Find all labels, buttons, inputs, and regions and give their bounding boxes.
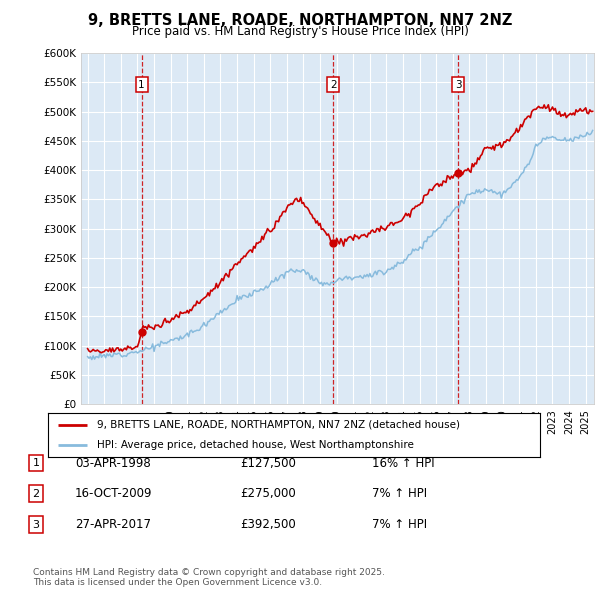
Text: 3: 3 — [455, 80, 461, 90]
Text: £275,000: £275,000 — [240, 487, 296, 500]
Text: 7% ↑ HPI: 7% ↑ HPI — [372, 518, 427, 531]
Text: 3: 3 — [32, 520, 40, 529]
Text: 9, BRETTS LANE, ROADE, NORTHAMPTON, NN7 2NZ: 9, BRETTS LANE, ROADE, NORTHAMPTON, NN7 … — [88, 13, 512, 28]
Text: £127,500: £127,500 — [240, 457, 296, 470]
Text: 1: 1 — [138, 80, 145, 90]
Text: 1: 1 — [32, 458, 40, 468]
Text: HPI: Average price, detached house, West Northamptonshire: HPI: Average price, detached house, West… — [97, 440, 414, 450]
Text: Contains HM Land Registry data © Crown copyright and database right 2025.
This d: Contains HM Land Registry data © Crown c… — [33, 568, 385, 587]
Text: £392,500: £392,500 — [240, 518, 296, 531]
Text: 16% ↑ HPI: 16% ↑ HPI — [372, 457, 434, 470]
Text: 2: 2 — [32, 489, 40, 499]
Text: 7% ↑ HPI: 7% ↑ HPI — [372, 487, 427, 500]
Text: 9, BRETTS LANE, ROADE, NORTHAMPTON, NN7 2NZ (detached house): 9, BRETTS LANE, ROADE, NORTHAMPTON, NN7 … — [97, 420, 460, 430]
Text: 16-OCT-2009: 16-OCT-2009 — [75, 487, 152, 500]
Text: 2: 2 — [330, 80, 337, 90]
Text: 03-APR-1998: 03-APR-1998 — [75, 457, 151, 470]
Text: 27-APR-2017: 27-APR-2017 — [75, 518, 151, 531]
Text: Price paid vs. HM Land Registry's House Price Index (HPI): Price paid vs. HM Land Registry's House … — [131, 25, 469, 38]
